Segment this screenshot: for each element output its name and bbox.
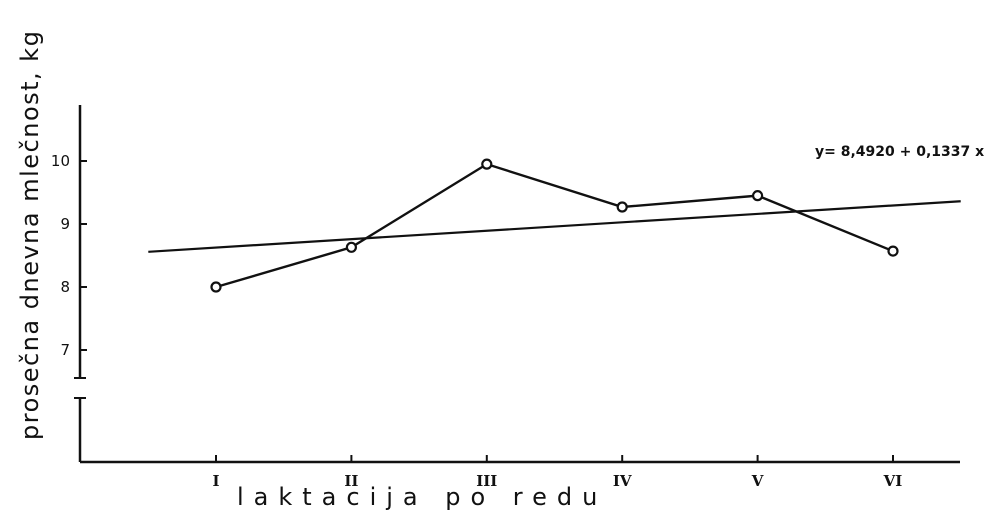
trendline-equation: y= 8,4920 + 0,1337 x xyxy=(815,144,984,160)
x-tick-label: VI xyxy=(883,472,903,490)
y-ticks: 7 8 9 10 xyxy=(51,152,87,359)
data-point xyxy=(345,241,357,253)
x-tick-label: II xyxy=(344,472,358,490)
trendline-group xyxy=(148,200,961,253)
x-axis-title: laktacija po redu xyxy=(237,483,607,511)
y-axis-title: prosečna dnevna mlečnost, kg xyxy=(16,30,44,440)
series-line xyxy=(215,162,894,289)
data-point xyxy=(616,201,628,213)
x-tick-label: IV xyxy=(613,472,632,490)
x-tick-label: I xyxy=(212,472,219,490)
y-tick-label: 8 xyxy=(60,278,70,296)
axes xyxy=(74,105,960,464)
y-tick-label: 7 xyxy=(60,341,70,359)
y-tick-label: 9 xyxy=(60,215,70,233)
x-ticks: I II III IV V VI xyxy=(212,455,902,490)
x-tick-label: III xyxy=(476,472,497,490)
data-point xyxy=(481,158,493,170)
x-tick-label: V xyxy=(751,472,764,490)
data-point xyxy=(887,245,899,257)
y-tick-label: 10 xyxy=(51,152,70,170)
data-point xyxy=(751,190,764,202)
trendline xyxy=(148,200,961,253)
data-point xyxy=(210,281,222,293)
series-group xyxy=(210,158,899,293)
